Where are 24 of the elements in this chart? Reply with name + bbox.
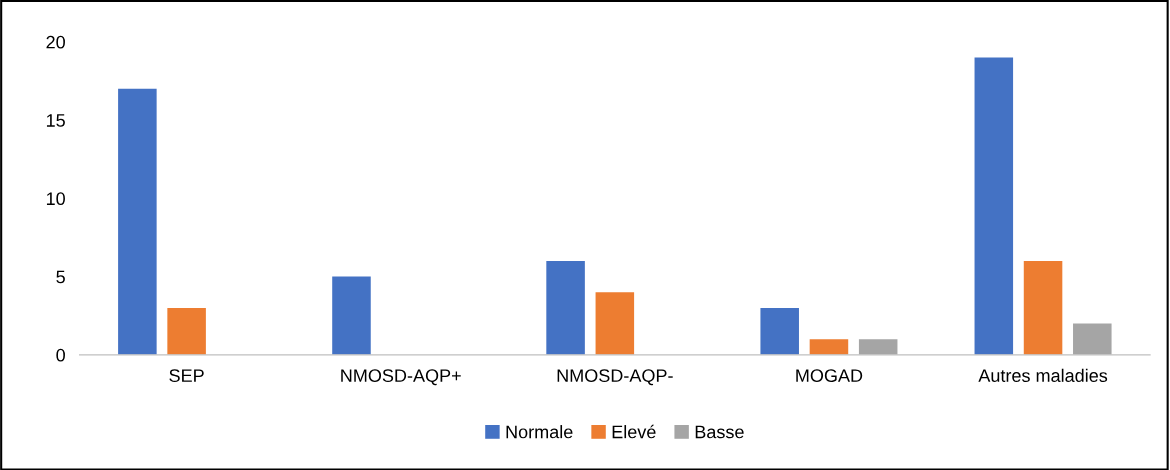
bar — [858, 339, 898, 355]
x-tick-label: NMOSD-AQP- — [557, 369, 673, 386]
bar — [760, 307, 799, 355]
x-tick-label: NMOSD-AQP+ — [341, 369, 461, 386]
y-tick-label: 20 — [46, 35, 65, 49]
x-tick-label: SEP — [169, 369, 204, 382]
legend-label: Elevé — [612, 424, 656, 439]
legend-label: Normale — [506, 425, 573, 439]
y-tick-label: 5 — [56, 270, 65, 284]
bar — [118, 88, 157, 355]
y-tick-label: 0 — [56, 348, 65, 362]
bar — [546, 260, 585, 355]
x-tick-label: MOGAD — [796, 369, 863, 382]
bar — [809, 339, 849, 355]
bar — [1023, 260, 1063, 355]
legend-label: Basse — [695, 425, 744, 439]
bar — [332, 276, 371, 355]
y-tick-label: 10 — [46, 192, 65, 206]
y-tick-label: 15 — [46, 114, 65, 127]
x-tick-label: Autres maladies — [978, 368, 1108, 382]
bar — [167, 307, 206, 355]
bar — [1073, 323, 1112, 355]
bar — [974, 57, 1014, 355]
bar — [595, 292, 635, 355]
